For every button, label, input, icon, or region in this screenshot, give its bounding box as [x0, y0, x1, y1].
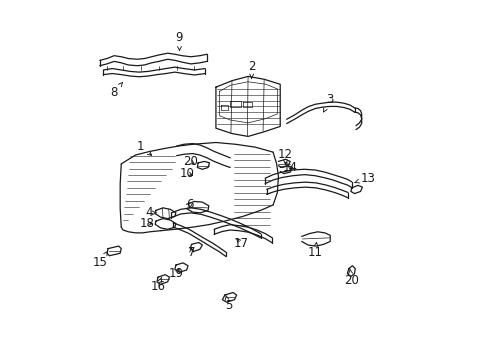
Text: 13: 13 [354, 172, 374, 185]
Text: 1: 1 [137, 140, 151, 156]
Text: 2: 2 [247, 60, 255, 78]
Text: 8: 8 [110, 82, 122, 99]
Text: 15: 15 [92, 251, 107, 269]
Text: 14: 14 [282, 161, 297, 174]
Text: 5: 5 [224, 296, 232, 312]
Text: 18: 18 [140, 217, 155, 230]
Text: 6: 6 [186, 198, 194, 211]
Text: 16: 16 [150, 277, 165, 293]
Text: 19: 19 [169, 267, 184, 280]
Text: 3: 3 [323, 93, 333, 112]
Text: 10: 10 [180, 167, 194, 180]
Text: 20: 20 [183, 155, 197, 168]
Text: 4: 4 [145, 206, 156, 219]
Text: 12: 12 [278, 148, 292, 165]
Text: 20: 20 [344, 269, 358, 287]
Text: 17: 17 [233, 237, 248, 250]
Text: 7: 7 [187, 246, 195, 258]
Text: 9: 9 [175, 31, 183, 50]
Text: 11: 11 [307, 242, 322, 258]
